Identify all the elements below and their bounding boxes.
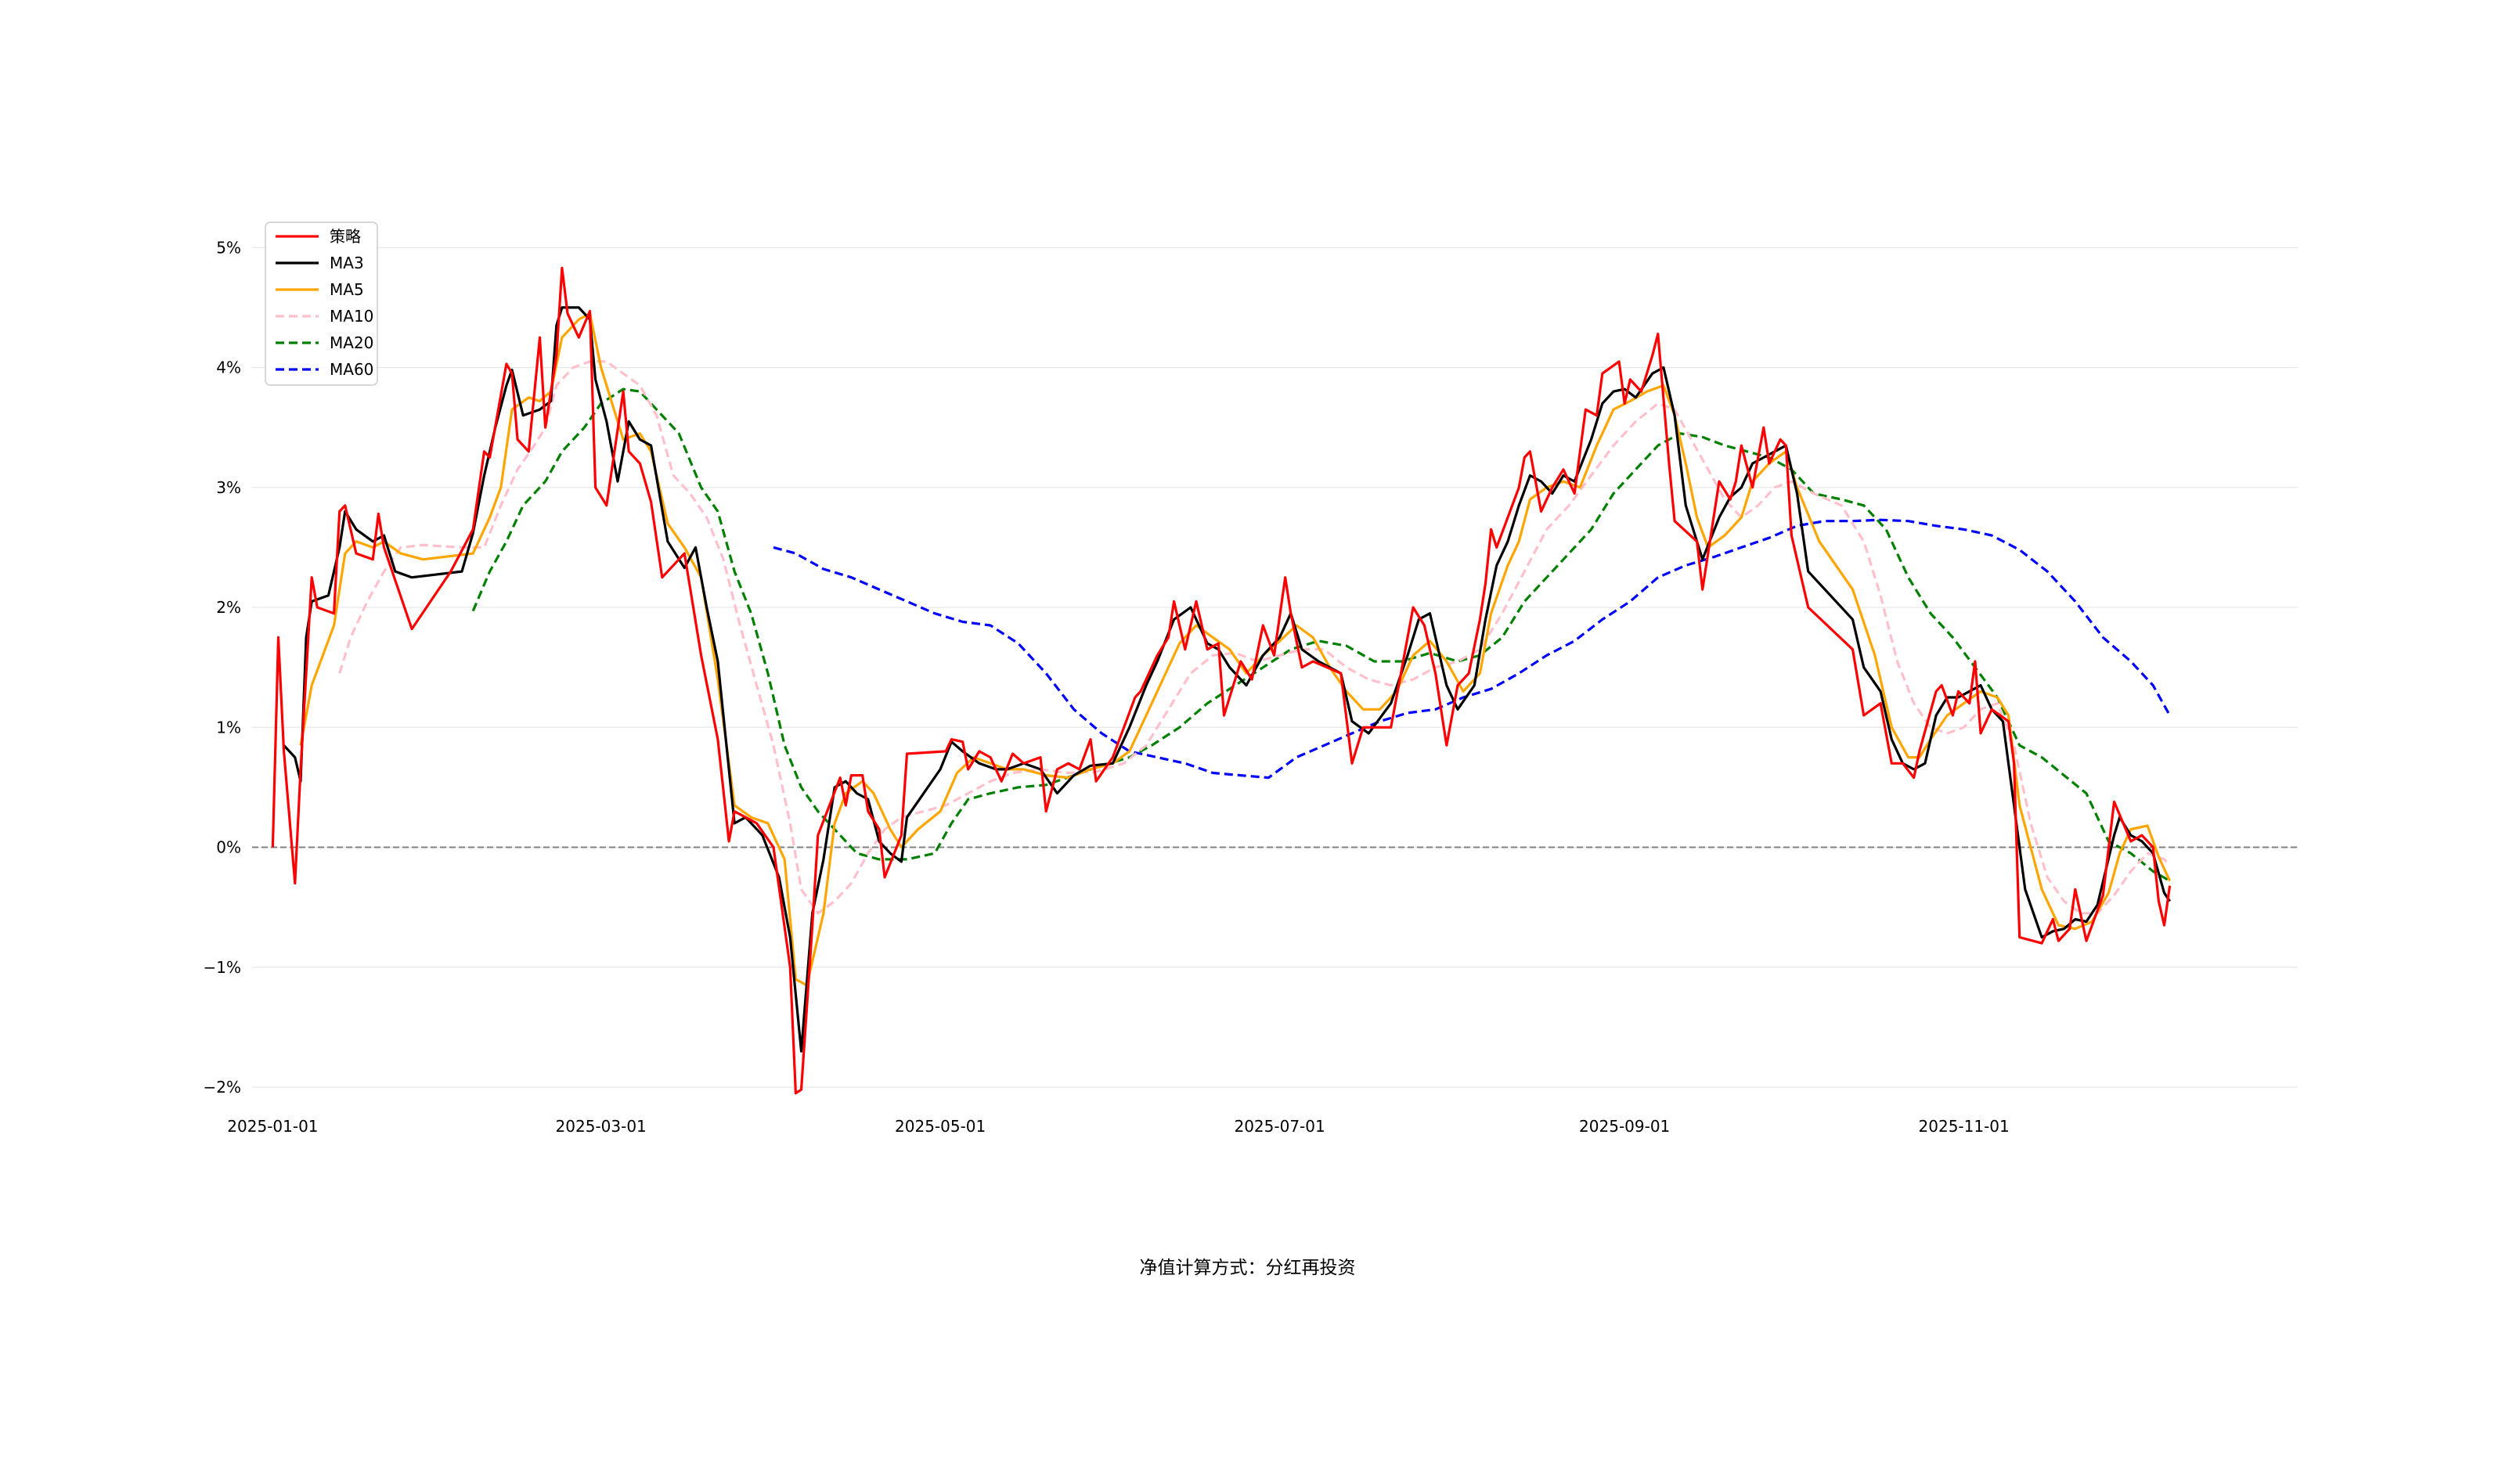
series-line-ma10: [338, 360, 2171, 915]
y-tick-label: 3%: [216, 478, 241, 497]
series-line-ma3: [283, 306, 2171, 1053]
series-line-ma20: [471, 387, 2171, 882]
x-tick-label: 2025-01-01: [227, 1117, 318, 1136]
legend-label: MA60: [330, 360, 373, 379]
x-tick-label: 2025-05-01: [895, 1117, 986, 1136]
y-tick-label: 2%: [216, 598, 241, 617]
x-axis: 2025-01-01 2025-03-01 2025-05-01 2025-07-01…: [227, 1117, 2009, 1136]
series-line-ma5: [299, 312, 2172, 987]
legend-label: MA10: [330, 307, 373, 326]
legend-label: MA3: [330, 254, 364, 272]
y-tick-label: 1%: [216, 718, 241, 737]
legend-label: MA5: [330, 280, 364, 299]
series-lines: [271, 266, 2172, 1095]
legend-label: 策略: [330, 227, 361, 246]
x-tick-label: 2025-07-01: [1234, 1117, 1325, 1136]
y-axis: 5% 4% 3% 2% 1% 0% −1% −2%: [204, 238, 242, 1097]
series-line-策略: [271, 266, 2172, 1095]
grid-lines: [252, 247, 2298, 1088]
y-tick-label: −2%: [204, 1078, 242, 1097]
y-tick-label: 0%: [216, 838, 241, 857]
y-tick-label: −1%: [204, 958, 242, 977]
x-tick-label: 2025-03-01: [556, 1117, 647, 1136]
legend-label: MA20: [330, 333, 373, 352]
x-tick-label: 2025-11-01: [1919, 1117, 2010, 1136]
y-tick-label: 5%: [216, 238, 241, 257]
series-line-ma60: [773, 518, 2171, 780]
x-tick-label: 2025-09-01: [1579, 1117, 1670, 1136]
legend: 策略 MA3 MA5 MA10 MA20 MA60: [265, 222, 378, 386]
footnote: 净值计算方式：分红再投资: [1139, 1258, 1356, 1278]
y-tick-label: 4%: [216, 358, 241, 377]
